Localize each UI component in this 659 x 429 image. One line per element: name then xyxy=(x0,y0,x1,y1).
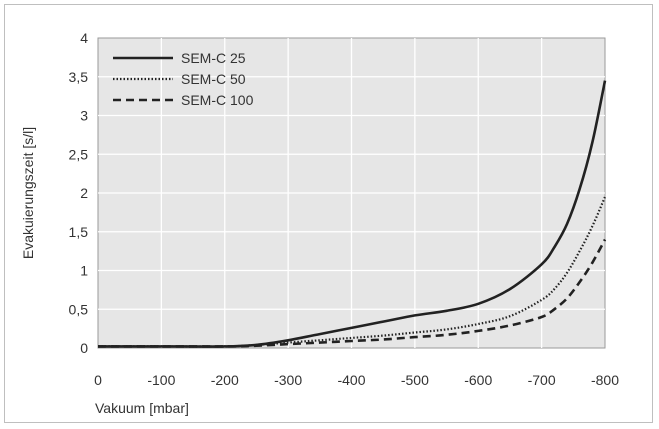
x-tick-label: 0 xyxy=(94,372,102,388)
y-tick-label: 4 xyxy=(80,30,88,46)
x-tick-label: -500 xyxy=(401,372,429,388)
series-line-2 xyxy=(98,196,607,348)
y-axis-ticks: 0 0,5 1 1,5 2 2,5 3 3,5 4 xyxy=(69,30,89,356)
x-tick-label: -400 xyxy=(337,372,365,388)
x-tick-label: -200 xyxy=(211,372,239,388)
legend-label: SEM-C 50 xyxy=(181,71,246,87)
x-axis-title: Vakuum [mbar] xyxy=(95,400,189,416)
x-tick-label: -700 xyxy=(528,372,556,388)
line-chart: SEM-C 25 SEM-C 50 SEM-C 100 0 -100 -200 -300 -… xyxy=(20,30,619,416)
y-tick-label: 2,5 xyxy=(69,146,89,162)
legend-label: SEM-C 25 xyxy=(181,50,246,66)
x-tick-label: -600 xyxy=(464,372,492,388)
x-tick-label: -100 xyxy=(147,372,175,388)
chart-frame: SEM-C 25 SEM-C 50 SEM-C 100 0 -100 -200 -300 -… xyxy=(4,4,653,423)
y-tick-label: 1,5 xyxy=(69,224,89,240)
y-tick-label: 0,5 xyxy=(69,301,89,317)
y-tick-label: 1 xyxy=(80,263,88,279)
x-tick-label: -800 xyxy=(591,372,619,388)
y-axis-title: Evakuierungszeit [s/l] xyxy=(20,127,36,259)
x-tick-label: -300 xyxy=(274,372,302,388)
grid-lines xyxy=(98,38,605,348)
y-tick-label: 3,5 xyxy=(69,69,89,85)
series-line-3 xyxy=(98,238,607,348)
legend-label: SEM-C 100 xyxy=(181,92,254,108)
y-tick-label: 0 xyxy=(80,340,88,356)
series-lines xyxy=(98,80,607,348)
x-axis-ticks: 0 -100 -200 -300 -400 -500 -600 -700 -800 xyxy=(94,372,619,388)
y-tick-label: 2 xyxy=(80,185,88,201)
legend: SEM-C 25 SEM-C 50 SEM-C 100 xyxy=(113,50,254,108)
y-tick-label: 3 xyxy=(80,108,88,124)
